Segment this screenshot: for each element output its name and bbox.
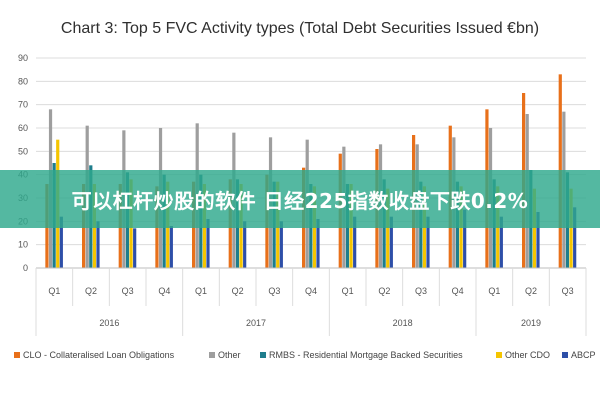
legend: CLO - Collateralised Loan Obligations Oth… (14, 350, 596, 360)
bar (206, 219, 210, 268)
x-tick-label: Q4 (452, 286, 464, 296)
x-group-label: 2019 (521, 318, 541, 328)
y-tick-label: 10 (18, 240, 28, 250)
bar (243, 221, 247, 268)
bar (353, 216, 357, 268)
legend-label: Other (218, 350, 241, 360)
x-tick-label: Q2 (378, 286, 390, 296)
bar (386, 188, 390, 268)
bar (573, 207, 577, 268)
x-tick-label: Q1 (48, 286, 60, 296)
bar (463, 209, 467, 268)
overlay-banner-text: 可以杠杆炒股的软件 日经225指数收盘下跌0.2% (71, 188, 529, 213)
legend-swatch (260, 352, 266, 358)
y-tick-label: 50 (18, 146, 28, 156)
bar (532, 188, 536, 268)
bar (59, 216, 63, 268)
bar (133, 228, 137, 268)
legend-label: RMBS - Residential Mortgage Backed Secur… (269, 350, 463, 360)
y-tick-label: 90 (18, 53, 28, 63)
x-tick-label: Q4 (158, 286, 170, 296)
x-tick-label: Q2 (525, 286, 537, 296)
y-tick-label: 70 (18, 100, 28, 110)
bar (389, 216, 393, 268)
x-group-label: 2016 (99, 318, 119, 328)
bar (426, 216, 430, 268)
bar (316, 219, 320, 268)
bar (96, 221, 100, 268)
y-tick-label: 0 (23, 263, 28, 273)
x-tick-label: Q3 (415, 286, 427, 296)
bar (279, 221, 283, 268)
x-axis: Q1 Q2 Q3 Q4 Q1 Q2 Q3 Q4 Q1 Q2 Q3 Q4 Q1 Q2 Q3 2016 2017 20… (35, 267, 587, 336)
y-tick-label: 80 (18, 76, 28, 86)
legend-label: CLO - Collateralised Loan Obligations (23, 350, 175, 360)
x-tick-label: Q1 (342, 286, 354, 296)
x-tick-label: Q2 (232, 286, 244, 296)
x-group-label: 2017 (246, 318, 266, 328)
bar (569, 188, 573, 268)
legend-label: Other CDO (505, 350, 550, 360)
y-tick-label: 60 (18, 123, 28, 133)
x-tick-label: Q2 (85, 286, 97, 296)
legend-swatch (496, 352, 502, 358)
bar (169, 226, 173, 268)
bar (536, 212, 540, 268)
x-tick-label: Q1 (195, 286, 207, 296)
legend-label: ABCP (571, 350, 596, 360)
chart-title: Chart 3: Top 5 FVC Activity types (Total… (61, 20, 539, 37)
legend-swatch (209, 352, 215, 358)
y-axis: 0102030405060708090 (18, 53, 28, 273)
x-group-label: 2018 (393, 318, 413, 328)
x-tick-label: Q3 (268, 286, 280, 296)
x-tick-label: Q4 (305, 286, 317, 296)
legend-swatch (562, 352, 568, 358)
bar (499, 216, 503, 268)
x-tick-label: Q3 (122, 286, 134, 296)
legend-swatch (14, 352, 20, 358)
x-tick-label: Q3 (562, 286, 574, 296)
overlay-banner: 可以杠杆炒股的软件 日经225指数收盘下跌0.2% (0, 170, 600, 228)
x-tick-label: Q1 (488, 286, 500, 296)
